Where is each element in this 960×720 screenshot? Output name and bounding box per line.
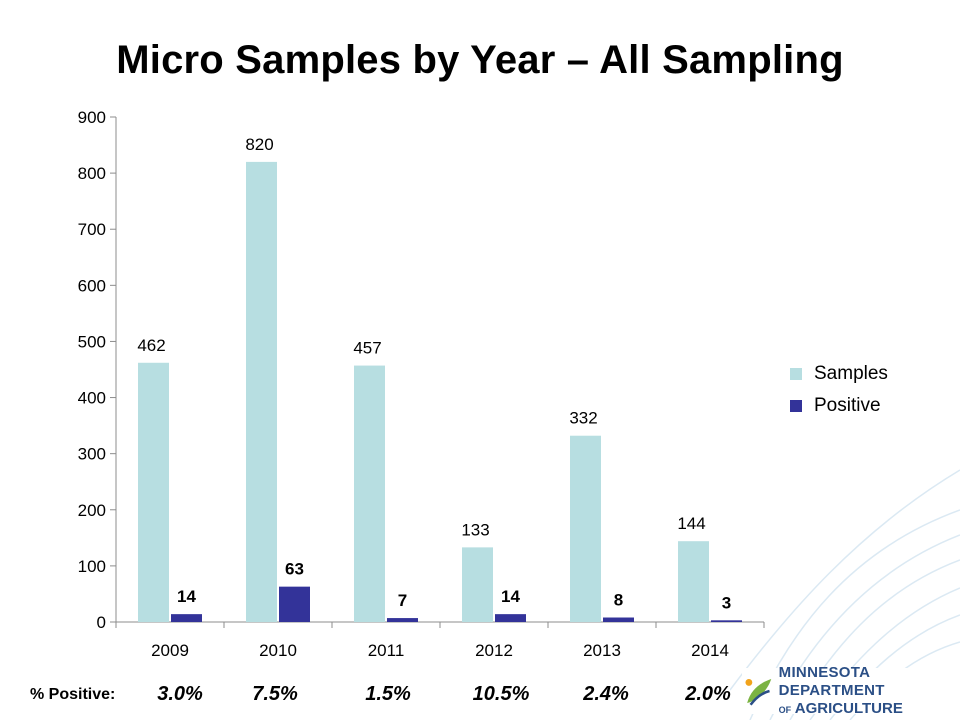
- data-label-samples: 332: [569, 409, 597, 428]
- x-tick-label: 2012: [475, 641, 513, 660]
- bar-positive: [495, 614, 526, 622]
- leaf-logo-icon: [745, 678, 772, 706]
- y-tick-label: 500: [78, 332, 106, 351]
- y-tick-label: 600: [78, 276, 106, 295]
- chart-title: Micro Samples by Year – All Sampling: [116, 38, 844, 82]
- legend-swatch-positive: [790, 400, 802, 412]
- data-label-samples: 133: [461, 520, 489, 539]
- data-label-positive: 8: [614, 591, 623, 610]
- data-label-positive: 7: [398, 591, 407, 610]
- bar-positive: [603, 617, 634, 622]
- percent-positive-2009: 3.0%: [157, 683, 203, 705]
- bar-positive: [387, 618, 418, 622]
- legend-label-positive: Positive: [814, 395, 881, 416]
- percent-positive-2011: 1.5%: [365, 683, 411, 705]
- data-label-samples: 457: [353, 339, 381, 358]
- x-tick-label: 2013: [583, 641, 621, 660]
- bar-samples: [678, 541, 709, 622]
- percent-positive-label: % Positive:: [30, 686, 116, 703]
- logo-text-line1: MINNESOTA DEPARTMENT: [778, 663, 885, 699]
- bar-samples: [354, 365, 385, 622]
- chart-legend: Samples Positive: [790, 358, 888, 422]
- percent-positive-2014: 2.0%: [685, 683, 731, 705]
- data-label-samples: 144: [677, 514, 705, 533]
- legend-swatch-samples: [790, 368, 802, 380]
- x-tick-label: 2010: [259, 641, 297, 660]
- y-tick-label: 200: [78, 501, 106, 520]
- y-tick-label: 900: [78, 108, 106, 127]
- x-tick-label: 2011: [368, 641, 405, 660]
- bar-positive: [711, 620, 742, 622]
- bar-positive: [279, 586, 310, 622]
- y-tick-label: 400: [78, 389, 106, 408]
- y-tick-label: 300: [78, 445, 106, 464]
- bar-samples: [570, 435, 601, 622]
- bar-samples: [246, 161, 277, 622]
- percent-positive-2010: 7.5%: [252, 683, 298, 705]
- x-tick-label: 2014: [691, 641, 729, 660]
- logo-text-line2: AGRICULTURE: [794, 699, 903, 717]
- mda-logo: MINNESOTA DEPARTMENT OF AGRICULTURE: [742, 664, 952, 717]
- bar-samples: [462, 547, 493, 622]
- y-tick-label: 0: [97, 613, 106, 632]
- logo-text-of: OF: [778, 704, 792, 715]
- y-tick-label: 700: [78, 220, 106, 239]
- bar-samples: [138, 362, 169, 622]
- legend-label-samples: Samples: [814, 363, 888, 384]
- legend-item-samples: Samples: [790, 358, 888, 390]
- legend-item-positive: Positive: [790, 390, 888, 422]
- data-label-positive: 63: [285, 560, 304, 579]
- y-tick-label: 800: [78, 164, 106, 183]
- x-tick-label: 2009: [151, 641, 189, 660]
- data-label-positive: 14: [501, 587, 520, 606]
- data-label-positive: 3: [722, 593, 731, 612]
- data-label-samples: 462: [137, 336, 165, 355]
- percent-positive-2013: 2.4%: [583, 683, 629, 705]
- bar-positive: [171, 614, 202, 622]
- percent-positive-2012: 10.5%: [472, 683, 530, 705]
- data-label-samples: 820: [245, 135, 273, 154]
- y-tick-label: 100: [78, 557, 106, 576]
- data-label-positive: 14: [177, 587, 196, 606]
